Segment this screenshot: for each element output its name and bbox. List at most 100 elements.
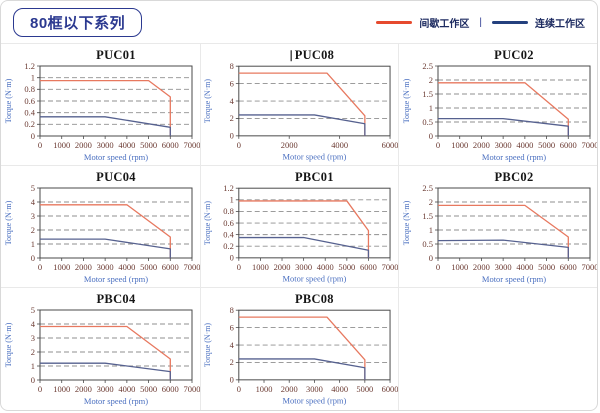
x-tick-label: 2000 bbox=[74, 140, 91, 150]
chart-puc01: 00.20.40.60.811.20 1000 2000 3000 4000 5000 60… bbox=[4, 48, 200, 162]
plot-frame bbox=[39, 187, 192, 258]
x-tick-label: 4000 bbox=[516, 140, 533, 150]
y-tick-label: 1 bbox=[429, 102, 433, 112]
y-tick-label: 0.5 bbox=[422, 238, 433, 248]
y-tick-label: 0 bbox=[30, 130, 34, 140]
y-tick-label: 5 bbox=[30, 305, 34, 315]
y-tick-label: 2.5 bbox=[422, 182, 433, 192]
chart-pbc08: 0 2 4 6 8 0 1000 2000 3000 4000 5000 6000 PBC08 Motor… bbox=[203, 292, 398, 406]
chart-pbc01: 00.2 0.4 0.60.8 1 1.2 0 1000 2000 3000 4000 5000 60… bbox=[203, 170, 398, 283]
x-tick-label: 6000 bbox=[560, 140, 577, 150]
plot-frame bbox=[437, 65, 591, 136]
y-tick-label: 4 bbox=[30, 319, 35, 329]
x-tick-label: 6000 bbox=[560, 262, 577, 272]
y-tick-label: 6 bbox=[230, 78, 234, 88]
intermittent-series-line bbox=[438, 81, 569, 136]
x-tick-label: 7000 bbox=[382, 261, 398, 271]
x-tick-label: 2000 bbox=[473, 262, 490, 272]
x-tick-label: 6000 bbox=[360, 261, 377, 271]
intermittent-series-line bbox=[238, 199, 370, 258]
x-tick-label: 0 bbox=[237, 261, 241, 271]
y-tick-label: 0 bbox=[30, 375, 34, 385]
series-badge-label: 80框以下系列 bbox=[30, 14, 126, 32]
continuous-series-line bbox=[437, 238, 569, 258]
x-tick-label: 2000 bbox=[74, 262, 91, 272]
x-tick-label: 4000 bbox=[118, 262, 135, 272]
x-tick-label: 2000 bbox=[281, 384, 298, 394]
chart-cell-pbc08: 0 2 4 6 8 0 1000 2000 3000 4000 5000 6000 PBC08 Motor… bbox=[201, 288, 399, 410]
x-tick-label: 0 bbox=[237, 139, 241, 149]
x-tick-label: 0 bbox=[37, 140, 41, 150]
x-tick-label: 5000 bbox=[538, 262, 555, 272]
x-tick-label: 6000 bbox=[161, 262, 178, 272]
x-tick-label: 1000 bbox=[53, 384, 70, 394]
chart-title: PUC08 bbox=[295, 48, 334, 62]
y-tick-label: 3 bbox=[30, 333, 34, 343]
chart-cell-pbc02: 0 0.5 1 1.5 2 2.5 0 1000 2000 3000 4000 5000 6000 700… bbox=[399, 166, 597, 288]
y-tick-label: 2 bbox=[230, 113, 234, 123]
legend-separator: | bbox=[479, 16, 482, 28]
x-tick-label: 4000 bbox=[118, 140, 135, 150]
plot-frame bbox=[39, 309, 192, 381]
intermittent-series-line bbox=[39, 203, 171, 258]
y-tick-label: 0 bbox=[230, 252, 234, 262]
x-tick-label: 1000 bbox=[252, 261, 269, 271]
x-tick-label: 1000 bbox=[53, 140, 70, 150]
chart-puc08: 0 2 4 6 8 0 2000 4000 6000 PUC08 Motor speed (rpm)… bbox=[203, 48, 398, 161]
x-tick-label: 0 bbox=[37, 262, 41, 272]
x-tick-label: 4000 bbox=[317, 261, 334, 271]
x-tick-label: 3000 bbox=[495, 140, 512, 150]
y-tick-label: 0 bbox=[230, 130, 234, 140]
continuous-series-line bbox=[39, 237, 171, 258]
y-tick-label: 8 bbox=[230, 305, 234, 315]
y-tick-label: 2 bbox=[429, 74, 433, 84]
empty-cell bbox=[399, 288, 597, 410]
y-tick-label: 0.8 bbox=[24, 84, 35, 94]
y-tick-label: 2 bbox=[429, 196, 433, 206]
y-tick-label: 0.2 bbox=[223, 241, 234, 251]
chart-title: PBC04 bbox=[96, 292, 135, 306]
y-tick-label: 0.5 bbox=[422, 116, 433, 126]
x-axis-label: Motor speed (rpm) bbox=[83, 396, 147, 406]
continuous-line-swatch bbox=[492, 20, 528, 24]
y-tick-label: 1 bbox=[429, 224, 433, 234]
x-tick-label: 2000 bbox=[274, 261, 291, 271]
y-axis-label: Torque (N·m) bbox=[203, 323, 212, 368]
x-tick-label: 7000 bbox=[183, 262, 200, 272]
y-tick-label: 0.4 bbox=[223, 229, 234, 239]
chart-cell-pbc04: 0 1 2 3 4 5 0 1000 2000 3000 4000 5000 6000 7000 PBC04… bbox=[1, 288, 201, 410]
x-tick-label: 5000 bbox=[140, 262, 157, 272]
y-tick-label: 1 bbox=[30, 72, 34, 82]
chart-title: PUC01 bbox=[96, 48, 136, 62]
text-cursor bbox=[290, 49, 292, 61]
x-tick-label: 1000 bbox=[451, 140, 468, 150]
x-axis-label: Motor speed (rpm) bbox=[283, 396, 347, 406]
x-axis-label: Motor speed (rpm) bbox=[283, 273, 347, 283]
intermittent-series-line bbox=[39, 79, 171, 136]
chart-title: PUC04 bbox=[96, 170, 136, 184]
x-tick-label: 1000 bbox=[451, 262, 468, 272]
chart-cell-puc02: 0 0.5 1 1.5 2 2.5 0 1000 2000 3000 4000 5000 6000 700… bbox=[399, 44, 597, 166]
x-tick-label: 1000 bbox=[256, 384, 273, 394]
y-tick-label: 1 bbox=[30, 361, 34, 371]
y-tick-label: 2 bbox=[30, 224, 34, 234]
continuous-series-line bbox=[238, 113, 366, 136]
x-tick-label: 2000 bbox=[74, 384, 91, 394]
chart-cell-pbc01: 0 0.2 0.4 0.6 0.8 1 1.2 0 1000 2000 3000 4000 5000 60… bbox=[201, 166, 399, 288]
y-axis-label: Torque (N·m) bbox=[402, 200, 411, 245]
x-tick-label: 0 bbox=[436, 140, 440, 150]
y-tick-label: 1 bbox=[30, 238, 34, 248]
x-tick-label: 5000 bbox=[140, 140, 157, 150]
y-tick-label: 0 bbox=[429, 130, 433, 140]
y-tick-label: 0.4 bbox=[24, 107, 35, 117]
intermittent-legend-label: 间歇工作区 bbox=[419, 18, 470, 30]
chart-title: PUC02 bbox=[494, 48, 534, 62]
x-tick-label: 4000 bbox=[516, 262, 533, 272]
y-tick-label: 1.5 bbox=[422, 210, 433, 220]
y-axis-label: Torque (N·m) bbox=[402, 78, 411, 123]
intermittent-line-swatch bbox=[376, 20, 413, 24]
y-tick-label: 1.2 bbox=[24, 60, 35, 70]
y-tick-label: 1.5 bbox=[422, 88, 433, 98]
y-tick-label: 1.2 bbox=[223, 182, 234, 192]
legend: 间歇工作区 | 连续工作区 bbox=[376, 15, 585, 30]
